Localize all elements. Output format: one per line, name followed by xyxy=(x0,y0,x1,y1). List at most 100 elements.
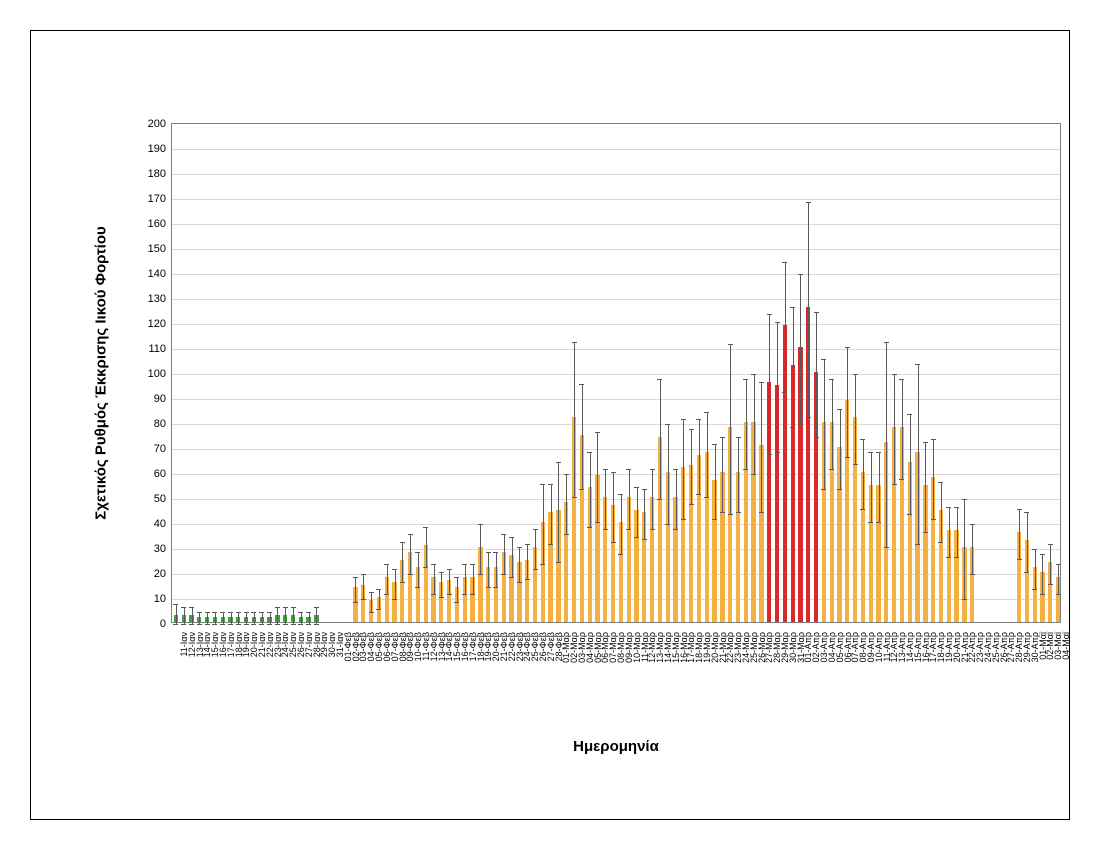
error-cap xyxy=(704,412,709,413)
error-cap xyxy=(267,612,272,613)
error-cap xyxy=(579,384,584,385)
error-bar xyxy=(176,604,177,624)
error-bar xyxy=(465,564,466,594)
error-bar xyxy=(480,524,481,574)
error-bar xyxy=(832,379,833,469)
error-bar xyxy=(457,577,458,602)
error-cap xyxy=(462,594,467,595)
error-cap xyxy=(447,569,452,570)
error-cap xyxy=(923,442,928,443)
error-bar xyxy=(512,537,513,577)
error-cap xyxy=(197,624,202,625)
error-cap xyxy=(220,612,225,613)
error-cap xyxy=(212,624,217,625)
error-cap xyxy=(689,504,694,505)
gridline xyxy=(172,349,1060,350)
error-cap xyxy=(845,457,850,458)
error-cap xyxy=(782,262,787,263)
error-cap xyxy=(681,519,686,520)
error-cap xyxy=(775,452,780,453)
error-cap xyxy=(884,342,889,343)
error-cap xyxy=(189,624,194,625)
error-cap xyxy=(1040,554,1045,555)
error-cap xyxy=(572,497,577,498)
y-tick-label: 160 xyxy=(148,218,166,230)
error-cap xyxy=(369,612,374,613)
error-cap xyxy=(509,577,514,578)
error-cap xyxy=(423,567,428,568)
error-bar xyxy=(949,507,950,557)
gridline xyxy=(172,399,1060,400)
error-cap xyxy=(790,307,795,308)
error-cap xyxy=(1024,572,1029,573)
gridline xyxy=(172,149,1060,150)
error-bar xyxy=(519,547,520,582)
error-cap xyxy=(439,597,444,598)
y-tick-label: 0 xyxy=(160,618,166,630)
error-cap xyxy=(931,439,936,440)
error-cap xyxy=(212,612,217,613)
error-bar xyxy=(1042,554,1043,594)
error-cap xyxy=(899,379,904,380)
y-tick-label: 30 xyxy=(154,543,166,555)
error-cap xyxy=(376,589,381,590)
error-bar xyxy=(1019,509,1020,559)
error-cap xyxy=(938,482,943,483)
error-cap xyxy=(298,612,303,613)
y-tick-label: 140 xyxy=(148,268,166,280)
gridline xyxy=(172,474,1060,475)
error-cap xyxy=(259,612,264,613)
error-bar xyxy=(199,612,200,625)
error-cap xyxy=(736,512,741,513)
error-cap xyxy=(415,587,420,588)
error-cap xyxy=(259,624,264,625)
y-tick-label: 40 xyxy=(154,518,166,530)
error-bar xyxy=(473,564,474,594)
error-cap xyxy=(876,522,881,523)
error-cap xyxy=(454,602,459,603)
error-cap xyxy=(462,564,467,565)
error-cap xyxy=(1017,559,1022,560)
gridline xyxy=(172,224,1060,225)
error-cap xyxy=(540,484,545,485)
error-bar xyxy=(551,484,552,544)
error-cap xyxy=(829,379,834,380)
error-cap xyxy=(376,609,381,610)
error-bar xyxy=(808,202,809,417)
y-tick-label: 50 xyxy=(154,493,166,505)
error-bar xyxy=(902,379,903,479)
error-cap xyxy=(548,484,553,485)
error-bar xyxy=(676,469,677,529)
error-bar xyxy=(223,612,224,625)
error-bar xyxy=(668,424,669,524)
y-tick-label: 20 xyxy=(154,568,166,580)
error-cap xyxy=(876,452,881,453)
error-cap xyxy=(603,529,608,530)
error-cap xyxy=(798,424,803,425)
error-bar xyxy=(871,452,872,522)
error-cap xyxy=(892,484,897,485)
error-cap xyxy=(415,552,420,553)
error-cap xyxy=(501,574,506,575)
error-bar xyxy=(933,439,934,519)
error-cap xyxy=(369,592,374,593)
y-tick-label: 170 xyxy=(148,193,166,205)
error-cap xyxy=(525,579,530,580)
error-cap xyxy=(962,499,967,500)
error-cap xyxy=(525,544,530,545)
error-cap xyxy=(540,564,545,565)
error-cap xyxy=(845,347,850,348)
error-bar xyxy=(543,484,544,564)
error-cap xyxy=(244,624,249,625)
error-cap xyxy=(564,474,569,475)
error-cap xyxy=(743,379,748,380)
error-cap xyxy=(954,557,959,558)
error-cap xyxy=(298,624,303,625)
error-cap xyxy=(712,444,717,445)
error-cap xyxy=(556,462,561,463)
gridline xyxy=(172,199,1060,200)
error-cap xyxy=(736,437,741,438)
error-bar xyxy=(785,262,786,392)
error-cap xyxy=(1056,564,1061,565)
error-bar xyxy=(800,274,801,424)
